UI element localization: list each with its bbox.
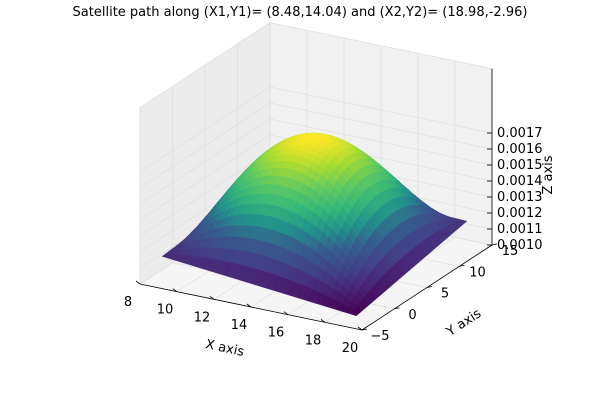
x-tick-label-16: 16: [268, 326, 285, 341]
y-tick-−5: [361, 328, 368, 331]
y-tick-label-10: 10: [469, 265, 486, 280]
z-tick-label-0.0014: 0.0014: [497, 174, 543, 189]
x-tick-14: [246, 303, 252, 308]
x-tick-8: [135, 280, 141, 285]
y-tick-15: [491, 243, 498, 246]
z-tick-label-0.0016: 0.0016: [497, 142, 543, 157]
z-tick-label-0.0010: 0.0010: [497, 238, 543, 253]
x-tick-20: [357, 326, 363, 331]
y-tick-label-5: 5: [441, 287, 449, 302]
z-tick-label-0.0015: 0.0015: [497, 158, 543, 173]
x-tick-label-18: 18: [305, 333, 322, 348]
y-tick-label-−5: −5: [370, 329, 389, 344]
x-tick-label-20: 20: [342, 341, 359, 356]
y-tick-10: [459, 264, 465, 267]
z-tick-label-0.0012: 0.0012: [497, 206, 543, 221]
z-tick-label-0.0011: 0.0011: [497, 222, 543, 237]
x-tick-12: [209, 296, 215, 300]
grid-z-0.0015: [139, 118, 493, 205]
chart-title: Satellite path along (X1,Y1)= (8.48,14.0…: [72, 5, 528, 20]
x-tick-label-14: 14: [231, 318, 248, 333]
x-tick-label-12: 12: [194, 310, 211, 325]
y-tick-label-15: 15: [502, 244, 519, 259]
z-tick-label-0.0017: 0.0017: [497, 126, 543, 141]
grid-z-0.0016: [139, 102, 493, 189]
z-axis-label: Z axis: [541, 155, 556, 194]
x-axis-label: X axis: [204, 337, 246, 360]
x-tick-16: [283, 311, 289, 315]
x-tick-label-10: 10: [157, 303, 174, 318]
tick-labels: 8101214161820−50510150.00100.00110.00120…: [124, 126, 543, 356]
x-tick-label-8: 8: [124, 295, 132, 310]
y-tick-0: [394, 307, 400, 310]
surface: [161, 132, 468, 316]
grid-z-0.0014: [139, 134, 493, 221]
x-tick-10: [172, 288, 178, 292]
y-tick-label-0: 0: [408, 308, 416, 323]
y-axis-label: Y axis: [443, 306, 484, 340]
x-tick-18: [320, 319, 326, 323]
surface-patch-31-0: [350, 309, 361, 316]
z-tick-label-0.0013: 0.0013: [497, 190, 543, 205]
y-tick-5: [426, 286, 433, 288]
grid-z-0.0017: [139, 86, 493, 173]
